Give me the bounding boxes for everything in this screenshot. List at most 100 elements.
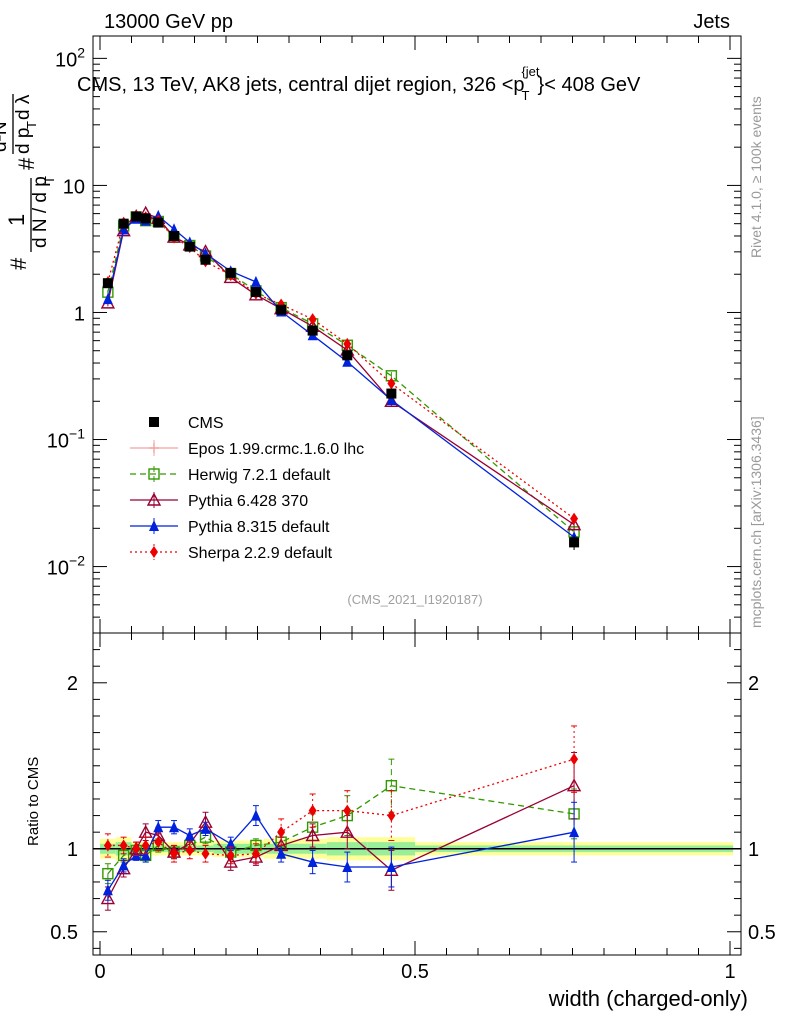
ratio-y-tick-label-right: 1 <box>748 839 759 861</box>
y-label-dN: d N / d p <box>30 176 51 248</box>
title-tail: }< 408 GeV <box>538 74 642 96</box>
ratio-point <box>119 839 128 852</box>
legend-label: Pythia 8.315 default <box>188 519 330 536</box>
ratio-point <box>340 824 355 838</box>
legend-label: Sherpa 2.2.9 default <box>188 545 333 562</box>
main-plot-frame <box>92 35 742 634</box>
cms-point <box>225 267 236 278</box>
series-point <box>308 313 317 326</box>
legend-marker <box>149 417 159 427</box>
ratio-y-tick-label: 2 <box>67 673 78 695</box>
ratio-point <box>223 854 238 868</box>
ratio-y-tick-label: 0.5 <box>50 922 78 944</box>
ratio-point <box>276 847 287 859</box>
cms-point <box>250 286 261 297</box>
x-tick-label: 0 <box>94 961 105 983</box>
ratio-point <box>570 753 579 766</box>
ratio-point <box>102 884 113 896</box>
ratio-point <box>387 809 396 822</box>
ratio-point <box>305 828 320 842</box>
ratio-point <box>250 809 261 821</box>
title-sub-T: T <box>522 88 530 103</box>
legend-label: Herwig 7.2.1 default <box>188 467 331 484</box>
title-sup-jet: {jet <box>521 64 539 79</box>
series-point <box>118 223 129 235</box>
ratio-y-label: Ratio to CMS <box>25 757 42 846</box>
ratio-point <box>184 829 195 841</box>
ratio-point <box>307 856 318 868</box>
cms-point <box>184 241 195 252</box>
ratio-point <box>201 847 210 860</box>
legend-entry-Pythia6: Pythia 6.428 370 <box>130 492 308 510</box>
legend-marker <box>150 546 158 558</box>
ratio-point <box>569 826 580 838</box>
y-label-dpT: d p <box>13 128 34 154</box>
y-label-hash2: # <box>14 157 39 170</box>
main-panel-series <box>100 205 582 551</box>
cms-point <box>276 304 287 315</box>
ratio-point <box>226 849 235 862</box>
ratio-point <box>385 780 398 792</box>
legend-label: CMS <box>188 415 224 432</box>
legend-entry-Pythia8: Pythia 8.315 default <box>130 518 330 536</box>
ratio-point <box>118 859 129 871</box>
ratio-line <box>107 785 575 875</box>
legend-entry-Herwig: Herwig 7.2.1 default <box>130 466 331 484</box>
ratio-point <box>200 822 211 834</box>
series-point <box>386 393 397 405</box>
title-main: CMS, 13 TeV, AK8 jets, central dijet reg… <box>77 74 525 96</box>
x-tick-label: 1 <box>724 961 735 983</box>
main-y-label: # 1 d N / d p T # d²N d p T d λ <box>0 94 57 270</box>
y-label-hash1: # <box>6 257 31 270</box>
cms-point <box>131 211 142 222</box>
ratio-point <box>343 804 352 817</box>
series-line <box>107 212 575 526</box>
ratio-series-Pythia8 <box>102 801 580 901</box>
cms-point <box>118 218 129 229</box>
y-tick-label: 10−1 <box>47 426 85 453</box>
cms-point <box>140 213 151 224</box>
ratio-point <box>102 867 114 880</box>
series-Herwig <box>102 211 580 538</box>
ratio-point <box>342 861 353 873</box>
ratio-panel-series <box>100 725 582 911</box>
legend-marker <box>149 520 159 531</box>
series-Pythia6 <box>100 205 582 531</box>
axis-ticks: 0 0.5 1 10−2 10−1 1 10 102 0.5 0.5 1 1 2 2 <box>47 36 776 983</box>
y-tick-label: 102 <box>55 44 85 71</box>
ratio-point <box>170 847 179 860</box>
y-label-T1: T <box>42 176 57 184</box>
ratio-point <box>169 821 180 833</box>
ratio-point <box>100 891 116 905</box>
series-point <box>570 512 579 525</box>
cms-point <box>342 350 353 361</box>
ratio-point <box>153 821 164 833</box>
cms-point <box>307 325 318 336</box>
cms-point <box>200 254 211 265</box>
legend-entry-Sherpa: Sherpa 2.2.9 default <box>130 544 333 562</box>
legend-label: Pythia 6.428 370 <box>188 493 308 510</box>
ratio-plot-frame <box>92 632 742 956</box>
legend-marker <box>146 492 162 506</box>
legend-marker <box>148 468 160 480</box>
y-label-one: 1 <box>4 214 29 226</box>
cms-point <box>102 278 113 289</box>
analysis-watermark: (CMS_2021_I1920187) <box>347 592 482 607</box>
ratio-point <box>248 849 264 863</box>
header-right: Jets <box>693 11 730 33</box>
ratio-y-tick-label-right: 2 <box>748 673 759 695</box>
y-tick-label: 10−2 <box>47 553 85 580</box>
y-label-T2: T <box>24 121 39 129</box>
ratio-point <box>154 836 163 849</box>
series-Sherpa <box>103 210 579 525</box>
ratio-point <box>185 844 194 857</box>
mcplots-label: mcplots.cern.ch [arXiv:1306.3436] <box>748 416 764 628</box>
series-Pythia8 <box>102 209 580 543</box>
ratio-point <box>103 839 112 852</box>
legend-label: Epos 1.99.crmc.1.6.0 lhc <box>188 441 364 458</box>
series-point <box>343 337 352 350</box>
series-line <box>107 215 575 520</box>
ratio-series-Sherpa <box>103 725 579 865</box>
series-point <box>250 275 261 287</box>
cms-point <box>169 230 180 241</box>
